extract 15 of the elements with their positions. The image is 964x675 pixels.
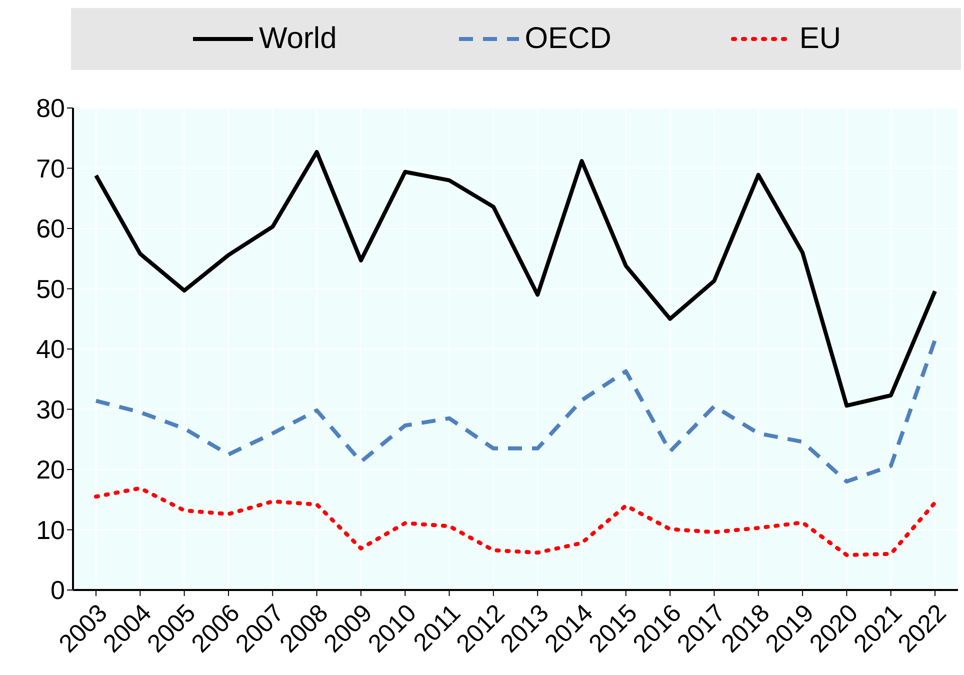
y-tick-label: 60 <box>36 214 65 244</box>
y-tick-label: 70 <box>36 153 65 184</box>
y-tick-label: 40 <box>36 334 65 364</box>
y-tick-label: 30 <box>36 394 65 424</box>
y-tick-label: 10 <box>36 514 65 545</box>
y-tick-label: 50 <box>36 274 65 304</box>
y-tick-label: 20 <box>36 454 65 485</box>
y-tick-label: 0 <box>50 575 65 606</box>
line-series <box>94 150 937 408</box>
legend-label: EU <box>799 22 842 56</box>
y-tick-label: 80 <box>36 93 65 124</box>
legend-label: OECD <box>524 22 612 56</box>
line-series <box>94 486 937 558</box>
line-series <box>94 338 937 484</box>
legend-label: World <box>258 22 337 56</box>
